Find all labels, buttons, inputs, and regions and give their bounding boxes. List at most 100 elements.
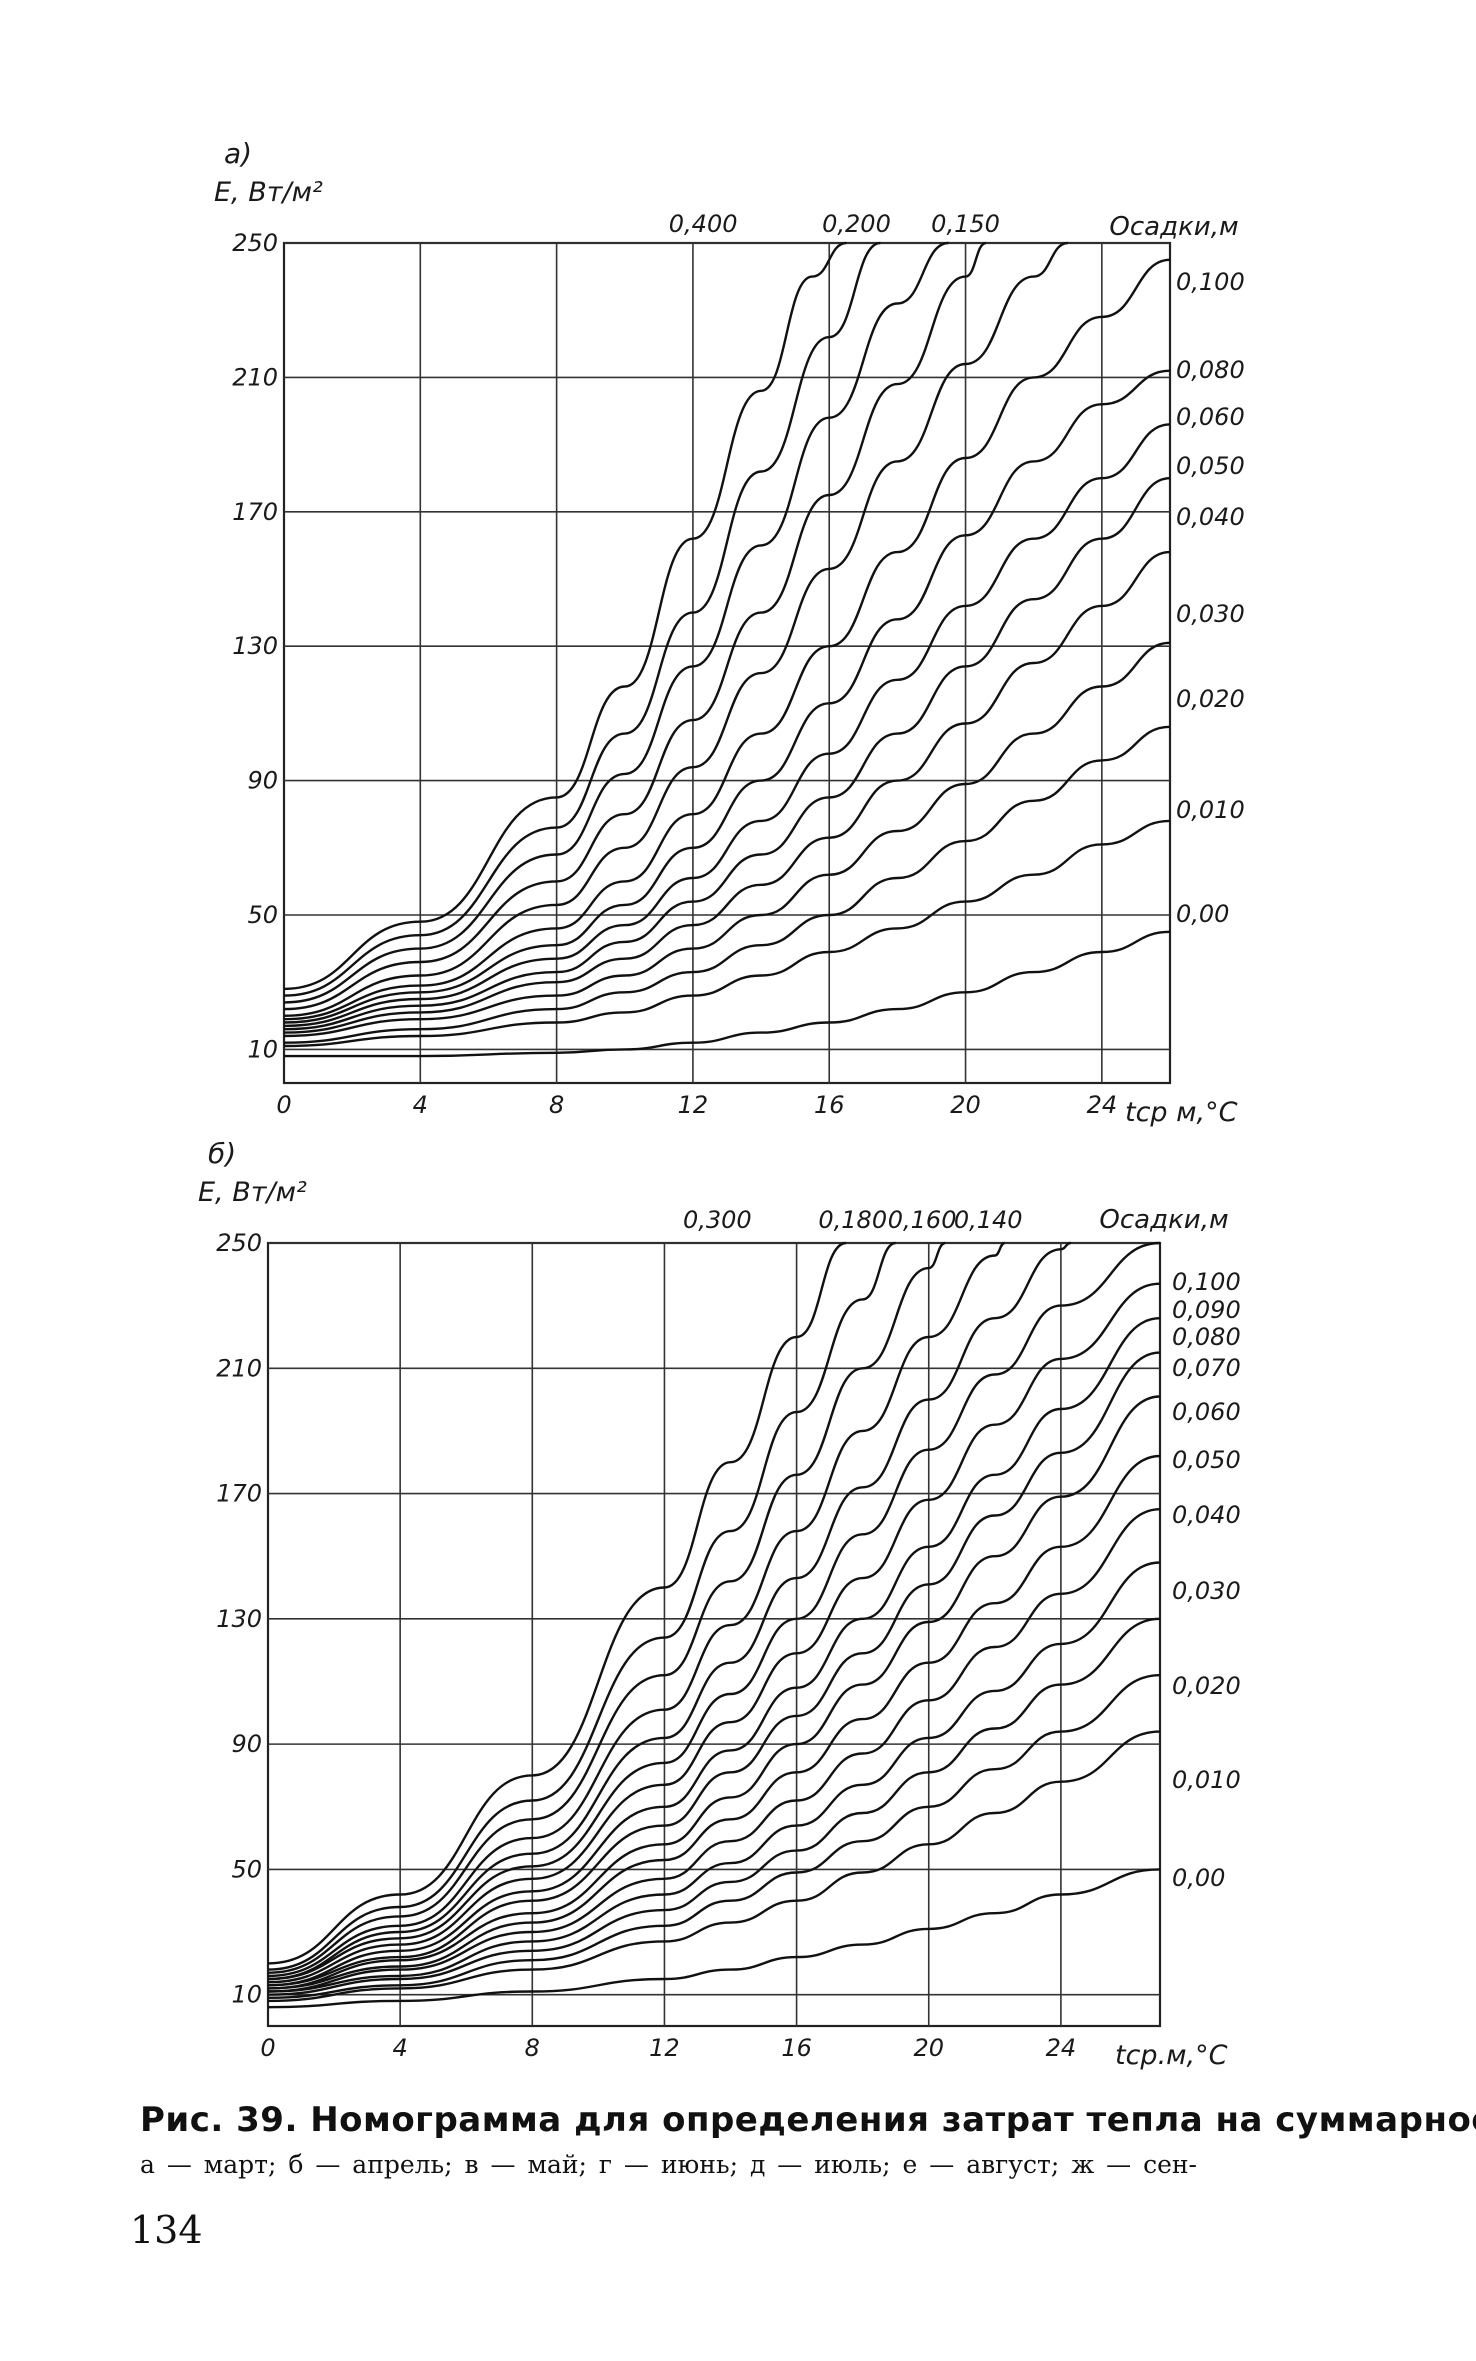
legend-title: Осадки,м	[1099, 1205, 1228, 1235]
x-tick-label: 20	[913, 2034, 944, 2062]
caption-month-legend: а — март; б — апрель; в — май; г — июнь;…	[140, 2150, 1197, 2179]
precipitation-curve	[267, 1241, 1006, 1978]
x-tick-label: 12	[649, 2034, 680, 2062]
precipitation-curve	[267, 1351, 1161, 1987]
right-curve-label: 0,010	[1176, 796, 1245, 824]
legend-title: Осадки,м	[1109, 212, 1238, 242]
precipitation-curve	[283, 241, 949, 1004]
precipitation-curve	[283, 819, 1171, 1048]
x-axis-label: tср м,°C	[1125, 1097, 1238, 1128]
right-curve-label: 0,00	[1176, 900, 1229, 928]
figure-caption: Рис. 39. Номограмма для определения затр…	[140, 2100, 1476, 2179]
precipitation-curve	[267, 1617, 1161, 1996]
precipitation-curve	[267, 1241, 847, 1965]
precipitation-curve	[283, 241, 1069, 1017]
precipitation-curve	[267, 1868, 1161, 2009]
precipitation-curve	[267, 1395, 1161, 1990]
y-tick-label: 50	[247, 901, 278, 929]
precipitation-curve	[267, 1241, 1071, 1981]
y-tick-label: 250	[216, 1229, 262, 1257]
precipitation-curve	[283, 423, 1171, 1028]
precipitation-curve	[283, 725, 1171, 1044]
precipitation-curve	[283, 258, 1171, 1021]
precipitation-curve	[267, 1730, 1161, 2003]
precipitation-curve	[283, 369, 1171, 1024]
top-curve-label: 0,200	[822, 210, 891, 238]
precipitation-curve	[283, 241, 847, 991]
x-tick-label: 16	[814, 1091, 845, 1119]
top-curve-label: 0,160	[888, 1206, 957, 1234]
y-tick-label: 10	[231, 1981, 262, 2009]
precipitation-curve	[283, 641, 1171, 1038]
precipitation-curve	[267, 1674, 1161, 1999]
x-tick-label: 16	[781, 2034, 812, 2062]
precipitation-curve	[267, 1508, 1161, 1993]
top-curve-label: 0,140	[954, 1206, 1023, 1234]
x-tick-label: 0	[276, 1091, 291, 1119]
top-curve-label: 0,400	[669, 210, 738, 238]
precipitation-curve	[267, 1454, 1161, 1990]
right-curve-label: 0,030	[1176, 600, 1245, 628]
precipitation-curve	[283, 477, 1171, 1031]
top-curve-label: 0,300	[683, 1206, 752, 1234]
page-number: 134	[130, 2208, 203, 2252]
right-curve-label: 0,060	[1176, 403, 1245, 431]
right-curve-label: 0,030	[1172, 1577, 1241, 1605]
top-curve-label: 0,180	[818, 1206, 887, 1234]
right-curve-label: 0,100	[1176, 268, 1245, 296]
nomogram-panel-b: 0 4 8 12 16 20 24 10 50 90 130 170 210 250 б) E, Вт/м² t…	[198, 1137, 1241, 2071]
precipitation-curve	[283, 550, 1171, 1034]
right-curve-label: 0,040	[1172, 1501, 1241, 1529]
right-curve-label: 0,020	[1172, 1672, 1241, 1700]
right-curve-label: 0,020	[1176, 685, 1245, 713]
x-tick-label: 8	[525, 2034, 540, 2062]
y-tick-label: 90	[247, 767, 278, 795]
x-tick-label: 24	[1087, 1091, 1118, 1119]
x-tick-label: 4	[393, 2034, 408, 2062]
y-tick-label: 10	[247, 1035, 278, 1063]
right-curve-label: 0,100	[1172, 1268, 1241, 1296]
precipitation-curve	[283, 241, 987, 1011]
right-curve-label: 0,070	[1172, 1354, 1241, 1382]
right-curve-label: 0,090	[1172, 1296, 1241, 1324]
x-tick-label: 20	[950, 1091, 981, 1119]
y-axis-label: E, Вт/м²	[198, 1177, 307, 1208]
panel-label: б)	[208, 1137, 236, 1170]
right-curve-label: 0,010	[1172, 1766, 1241, 1794]
precipitation-curve	[267, 1317, 1161, 1987]
y-tick-label: 170	[216, 1480, 262, 1508]
right-curve-label: 0,080	[1176, 356, 1245, 384]
y-tick-label: 250	[232, 229, 278, 257]
precipitation-curve	[267, 1282, 1161, 1984]
nomogram-panel-a: 0 4 8 12 16 20 24 10 50 90 130 170 210 250 а) E, Вт/м² t…	[214, 137, 1245, 1128]
right-curve-label: 0,00	[1172, 1864, 1225, 1892]
x-axis-label: tср.м,°C	[1115, 2040, 1228, 2071]
right-curve-label: 0,040	[1176, 503, 1245, 531]
y-tick-label: 210	[232, 363, 278, 391]
precipitation-curve	[267, 1241, 897, 1971]
right-curve-label: 0,050	[1172, 1446, 1241, 1474]
x-tick-label: 12	[678, 1091, 709, 1119]
precipitation-curve	[267, 1241, 946, 1974]
y-tick-label: 210	[216, 1354, 262, 1382]
y-tick-label: 90	[231, 1730, 262, 1758]
right-curve-label: 0,080	[1172, 1323, 1241, 1351]
x-tick-label: 4	[413, 1091, 428, 1119]
right-curve-label: 0,060	[1172, 1398, 1241, 1426]
precipitation-curve	[267, 1561, 1161, 1993]
precipitation-curve	[267, 1241, 1161, 1981]
caption-title: Рис. 39. Номограмма для определения затр…	[140, 2100, 1476, 2140]
top-curve-label: 0,150	[931, 210, 1000, 238]
panel-label: а)	[224, 137, 252, 170]
right-curve-label: 0,050	[1176, 452, 1245, 480]
y-tick-label: 50	[231, 1855, 262, 1883]
precipitation-curve	[283, 241, 881, 997]
y-tick-label: 170	[232, 498, 278, 526]
x-tick-label: 0	[260, 2034, 275, 2062]
x-tick-label: 24	[1046, 2034, 1077, 2062]
y-tick-label: 130	[216, 1605, 262, 1633]
precipitation-curve	[283, 930, 1171, 1058]
y-axis-label: E, Вт/м²	[214, 177, 323, 208]
x-tick-label: 8	[549, 1091, 564, 1119]
